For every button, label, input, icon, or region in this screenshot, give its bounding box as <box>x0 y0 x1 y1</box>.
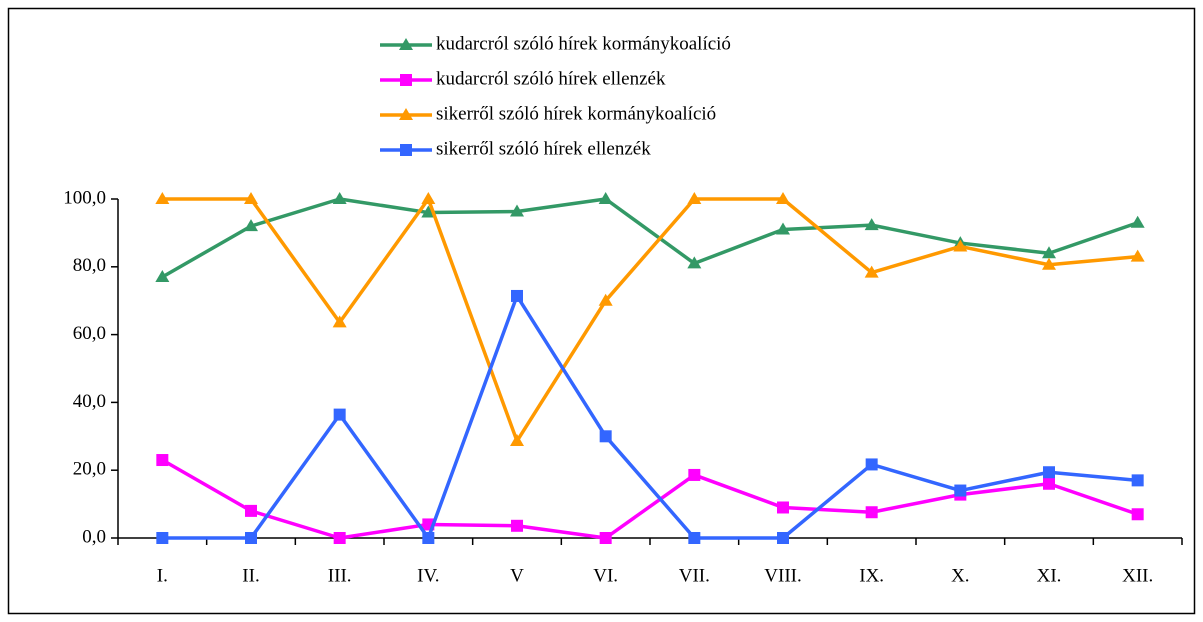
point <box>687 192 702 204</box>
x-tick-label: XI. <box>1037 565 1062 586</box>
point <box>688 532 701 544</box>
point <box>777 532 789 544</box>
x-tick-label: IX. <box>859 565 884 586</box>
point <box>1130 215 1145 228</box>
legend-label: kudarcról szóló hírek kormánykoalíció <box>436 33 731 54</box>
point <box>422 532 435 544</box>
point <box>776 222 790 235</box>
point <box>421 205 436 218</box>
point <box>1131 474 1144 487</box>
y-tick-label: 20,0 <box>73 459 106 480</box>
point <box>244 219 258 232</box>
legend-label: kudarcról szóló hírek ellenzék <box>436 68 666 89</box>
point <box>510 434 524 447</box>
y-tick-label: 60,0 <box>73 323 106 344</box>
legend-label: sikerről szóló hírek kormánykoalíció <box>436 103 716 124</box>
legend-label: sikerről szóló hírek ellenzék <box>436 138 651 159</box>
point <box>777 501 789 514</box>
point <box>510 204 524 217</box>
x-tick-label: V <box>510 565 524 586</box>
point <box>245 532 257 544</box>
point <box>245 504 257 517</box>
series-line <box>161 197 1139 279</box>
series-line <box>162 197 1138 443</box>
point <box>1130 249 1145 262</box>
y-tick-label: 100,0 <box>63 187 106 208</box>
point <box>421 192 436 204</box>
point <box>1042 257 1056 270</box>
x-tick-label: VIII. <box>764 565 801 586</box>
point <box>155 269 170 282</box>
series-line <box>161 458 1139 540</box>
point <box>1043 477 1055 490</box>
point <box>399 108 413 120</box>
x-tick-label: VII. <box>679 565 710 586</box>
x-tick-label: I. <box>157 565 168 586</box>
x-tick-label: II. <box>242 565 259 586</box>
point <box>511 289 523 302</box>
point <box>400 74 412 86</box>
point <box>598 293 613 306</box>
point <box>1043 466 1055 479</box>
point <box>687 256 702 269</box>
point <box>1042 246 1056 259</box>
y-tick-label: 40,0 <box>73 391 106 412</box>
point <box>599 430 612 443</box>
point <box>155 192 170 204</box>
point <box>864 218 879 231</box>
y-tick-label: 80,0 <box>73 255 106 276</box>
point <box>776 192 790 204</box>
point <box>244 192 258 204</box>
point <box>598 192 613 204</box>
point <box>865 458 878 471</box>
x-tick-label: X. <box>951 565 969 586</box>
point <box>332 192 347 204</box>
point <box>333 408 346 421</box>
point <box>864 265 879 278</box>
point <box>156 454 169 467</box>
x-tick-label: XII. <box>1122 565 1153 586</box>
x-tick-label: VI. <box>593 565 618 586</box>
point <box>865 506 878 519</box>
point <box>156 532 169 544</box>
x-tick-label: IV. <box>417 565 439 586</box>
series-line <box>162 294 1138 540</box>
point <box>332 315 347 328</box>
point <box>599 532 612 544</box>
point <box>688 468 701 481</box>
point <box>1131 508 1144 521</box>
y-tick-label: 0,0 <box>82 526 106 547</box>
point <box>333 532 346 544</box>
point <box>511 519 523 532</box>
x-tick-label: III. <box>328 565 352 586</box>
point <box>954 484 967 497</box>
point <box>953 239 968 252</box>
chart-border <box>7 7 1196 615</box>
point <box>399 38 413 50</box>
point <box>400 144 412 156</box>
